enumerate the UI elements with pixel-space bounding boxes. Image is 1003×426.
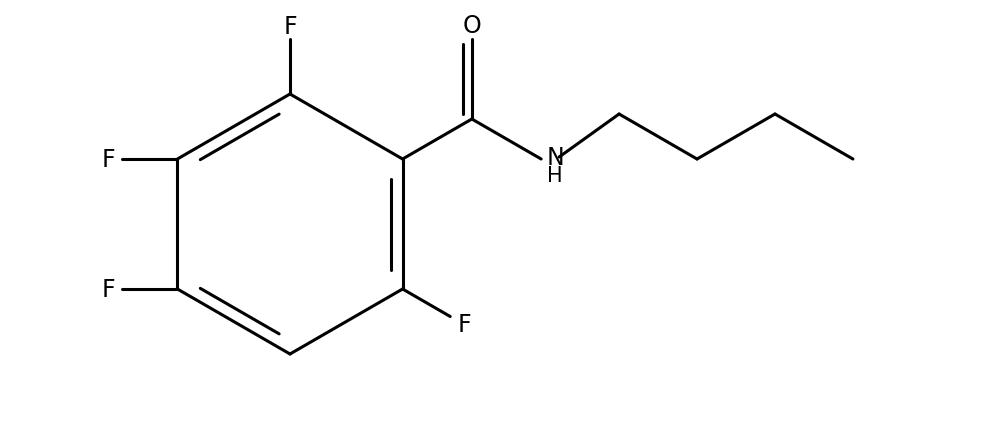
Text: O: O: [462, 14, 480, 38]
Text: F: F: [101, 277, 115, 301]
Text: N: N: [546, 146, 564, 170]
Text: F: F: [101, 148, 115, 172]
Text: F: F: [457, 313, 470, 337]
Text: F: F: [283, 15, 297, 39]
Text: H: H: [547, 166, 563, 186]
